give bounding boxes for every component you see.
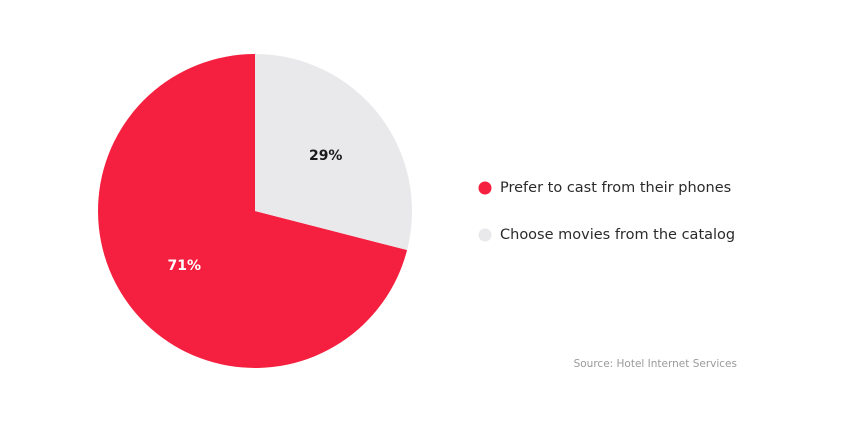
slice-label: 71% [168,258,202,274]
pie-slice [98,54,408,368]
legend-label: Choose movies from the catalog [500,227,735,243]
legend: Prefer to cast from their phones Choose m… [478,180,735,243]
legend-label: Prefer to cast from their phones [500,180,731,196]
legend-swatch [478,181,492,195]
slice-label: 29% [309,148,343,164]
source-note: Source: Hotel Internet Services [574,358,737,370]
legend-swatch [478,228,492,242]
pie-slice [255,54,412,251]
pie: 71% 29% [98,54,412,368]
